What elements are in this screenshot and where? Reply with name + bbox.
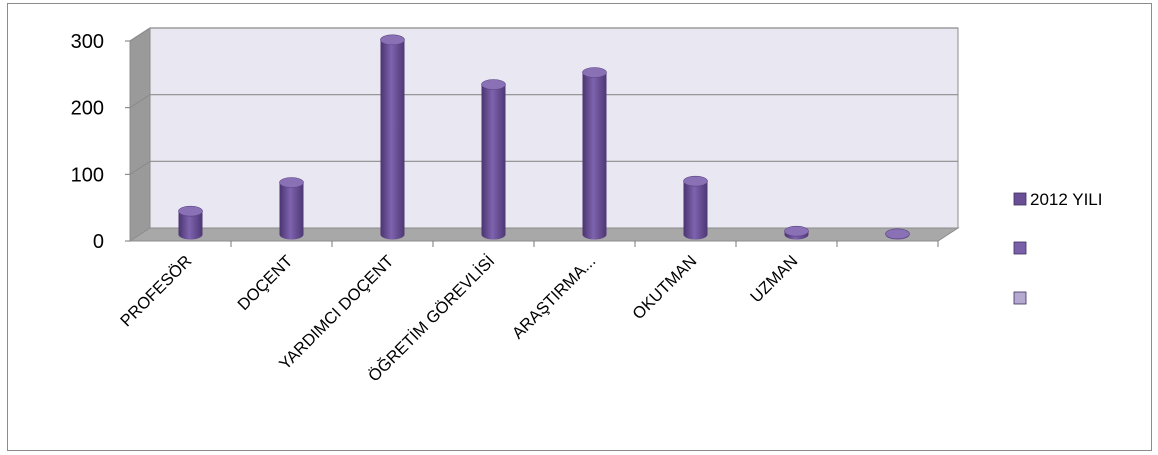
bar-body [178, 211, 203, 240]
y-tick-label: 100 [71, 164, 104, 186]
chart-back-wall [149, 27, 959, 229]
x-category-label: YARDIMCI DOÇENT [276, 252, 397, 373]
gridline-side [129, 94, 151, 109]
bar [582, 67, 607, 240]
legend-swatch [1013, 241, 1027, 255]
bar-top [178, 205, 203, 217]
legend-label-2012: 2012 YILI [1030, 190, 1102, 209]
legend: 2012 YILI [1013, 190, 1102, 305]
chart-side-wall [129, 27, 151, 242]
x-category-label: DOÇENT [234, 252, 296, 314]
bar [481, 79, 506, 240]
bar [178, 205, 203, 240]
bar-top [784, 225, 809, 237]
y-tick-label: 0 [93, 231, 104, 253]
bar-top [380, 34, 405, 46]
bar-top [885, 228, 910, 240]
gridline-side [129, 160, 151, 175]
legend-swatch [1013, 291, 1027, 305]
y-tick-label: 300 [71, 31, 104, 53]
bar [784, 225, 809, 240]
bar-body [582, 72, 607, 240]
y-tick-label: 200 [71, 98, 104, 120]
bar [885, 228, 910, 240]
gridline-side [129, 27, 151, 42]
bar-body [279, 182, 304, 240]
chart-floor [128, 227, 960, 242]
x-category-label: ARAŞTIRMA... [509, 252, 600, 343]
bar-top [481, 79, 506, 90]
bar-top [582, 67, 607, 78]
bar-body [683, 181, 708, 240]
bar-body [380, 39, 405, 240]
bar-top [683, 175, 708, 187]
x-category-label: PROFESÖR [117, 252, 195, 330]
bar-body [481, 84, 506, 240]
legend-swatch-2012 [1013, 192, 1027, 206]
bar [683, 175, 708, 240]
bar [279, 177, 304, 240]
x-category-label: OKUTMAN [629, 252, 700, 323]
x-category-label: UZMAN [747, 252, 801, 306]
bar [380, 34, 405, 240]
bar-top [279, 177, 304, 188]
